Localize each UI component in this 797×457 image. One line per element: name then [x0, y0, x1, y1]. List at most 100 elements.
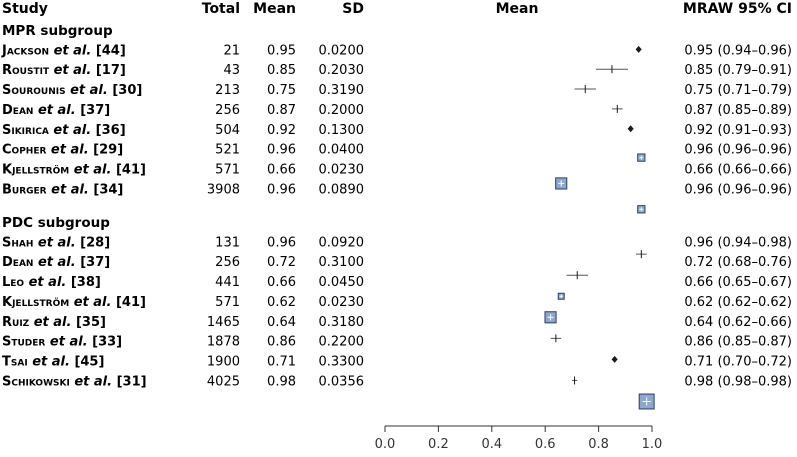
- cell-sd: 0.0890: [319, 182, 365, 197]
- study-label: Kjellström et al. [41]: [2, 295, 146, 310]
- study-author: Burger: [2, 182, 47, 197]
- study-author: Kjellström: [2, 162, 69, 177]
- header-total: Total: [202, 1, 240, 17]
- study-ref: [33]: [88, 335, 123, 350]
- cell-ci: 0.96 (0.96–0.96): [684, 182, 792, 197]
- study-label: Ruiz et al. [35]: [2, 315, 106, 330]
- cell-ci: 0.92 (0.91–0.93): [684, 123, 792, 138]
- study-ref: [31]: [112, 374, 147, 389]
- cell-mean: 0.75: [267, 83, 296, 98]
- study-etal: et al.: [33, 103, 75, 118]
- study-ref: [29]: [89, 143, 124, 158]
- cell-mean: 0.64: [267, 315, 296, 330]
- point-estimate: [635, 45, 642, 53]
- study-author: Leo: [2, 275, 24, 290]
- study-label: Roustit et al. [17]: [2, 63, 126, 78]
- cell-ci: 0.62 (0.62–0.62): [684, 295, 792, 310]
- x-tick-label: 0.6: [535, 437, 556, 452]
- study-etal: et al.: [49, 43, 91, 58]
- cell-sd: 0.0400: [319, 143, 365, 158]
- cell-ci: 0.71 (0.70–0.72): [684, 354, 792, 369]
- study-label: Tsai et al. [45]: [2, 354, 104, 369]
- cell-total: 43: [223, 63, 240, 78]
- study-label: Shah et al. [28]: [2, 235, 110, 250]
- subgroup-title: MPR subgroup: [2, 23, 113, 39]
- study-etal: et al.: [70, 374, 112, 389]
- study-label: Schikowski et al. [31]: [2, 374, 147, 389]
- x-tick-label: 1.0: [642, 437, 663, 452]
- cell-sd: 0.2030: [319, 63, 365, 78]
- cell-total: 256: [215, 103, 240, 118]
- study-author: Sikirica: [2, 123, 49, 138]
- cell-sd: 0.0200: [319, 43, 365, 58]
- study-author: Roustit: [2, 63, 50, 78]
- cell-ci: 0.66 (0.65–0.67): [684, 275, 792, 290]
- study-author: Copher: [2, 143, 46, 158]
- cell-total: 131: [215, 235, 240, 250]
- x-tick-label: 0.8: [588, 437, 609, 452]
- cell-total: 571: [215, 162, 240, 177]
- cell-total: 4025: [207, 374, 240, 389]
- cell-mean: 0.66: [267, 162, 296, 177]
- plot-marks: [544, 45, 655, 410]
- study-ref: [44]: [91, 43, 126, 58]
- cell-mean: 0.92: [267, 123, 296, 138]
- table-header: Study Total Mean SD Mean MRAW 95% CI: [2, 1, 792, 17]
- cell-ci: 0.75 (0.71–0.79): [684, 83, 792, 98]
- study-etal: et al.: [49, 63, 91, 78]
- study-author: Kjellström: [2, 295, 69, 310]
- cell-ci: 0.98 (0.98–0.98): [684, 374, 792, 389]
- study-etal: et al.: [33, 255, 75, 270]
- cell-mean: 0.86: [267, 335, 296, 350]
- study-author: Tsai: [2, 354, 28, 369]
- cell-total: 256: [215, 255, 240, 270]
- cell-mean: 0.66: [267, 275, 296, 290]
- study-author: Sourounis: [2, 83, 66, 98]
- cell-total: 1878: [207, 335, 240, 350]
- study-author: Schikowski: [2, 374, 70, 389]
- study-ref: [30]: [108, 83, 143, 98]
- subgroup-title: PDC subgroup: [2, 215, 110, 231]
- study-etal: et al.: [49, 123, 91, 138]
- cell-sd: 0.3100: [319, 255, 365, 270]
- study-ref: [41]: [111, 295, 146, 310]
- cell-mean: 0.96: [267, 182, 296, 197]
- study-ref: [34]: [89, 182, 124, 197]
- cell-total: 521: [215, 143, 240, 158]
- study-rows: MPR subgroup Jackson et al. [44] 21 0.95 0.0…: [1, 23, 792, 389]
- cell-total: 21: [223, 43, 240, 58]
- cell-mean: 0.98: [267, 374, 296, 389]
- study-author: Dean: [2, 103, 33, 118]
- study-etal: et al.: [66, 83, 108, 98]
- study-etal: et al.: [45, 335, 87, 350]
- study-etal: et al.: [28, 354, 70, 369]
- point-estimate: [611, 355, 618, 363]
- point-estimate: [627, 125, 634, 133]
- study-ref: [38]: [66, 275, 101, 290]
- study-label: Burger et al. [34]: [2, 182, 123, 197]
- x-tick-label: 0.0: [375, 437, 396, 452]
- cell-sd: 0.0450: [319, 275, 365, 290]
- study-label: Sourounis et al. [30]: [2, 83, 142, 98]
- cell-ci: 0.64 (0.62–0.66): [684, 315, 792, 330]
- study-etal: et al.: [69, 162, 111, 177]
- study-ref: [17]: [91, 63, 126, 78]
- cell-sd: 0.2000: [319, 103, 365, 118]
- study-label: Kjellström et al. [41]: [2, 162, 146, 177]
- study-etal: et al.: [29, 315, 71, 330]
- cell-ci: 0.87 (0.85–0.89): [684, 103, 792, 118]
- study-etal: et al.: [69, 295, 111, 310]
- cell-total: 571: [215, 295, 240, 310]
- cell-sd: 0.1300: [319, 123, 365, 138]
- study-author: Dean: [2, 255, 33, 270]
- study-label: Copher et al. [29]: [2, 143, 123, 158]
- study-ref: [45]: [70, 354, 105, 369]
- header-ci: MRAW 95% CI: [683, 1, 792, 17]
- cell-mean: 0.96: [267, 143, 296, 158]
- study-ref: [36]: [91, 123, 126, 138]
- study-etal: et al.: [33, 235, 75, 250]
- cell-sd: 0.3190: [319, 83, 365, 98]
- study-etal: et al.: [24, 275, 66, 290]
- cell-sd: 0.3180: [319, 315, 365, 330]
